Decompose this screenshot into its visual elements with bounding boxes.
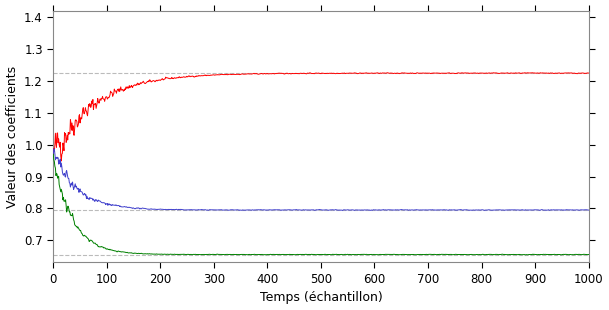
Y-axis label: Valeur des coefficients: Valeur des coefficients — [5, 66, 18, 208]
X-axis label: Temps (échantillon): Temps (échantillon) — [259, 291, 382, 304]
